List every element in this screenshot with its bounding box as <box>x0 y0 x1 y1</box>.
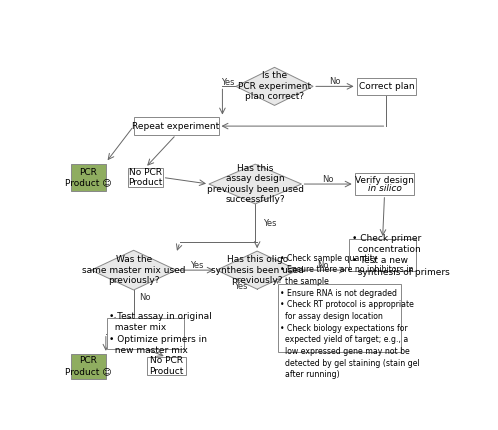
Text: Correct plan: Correct plan <box>359 82 414 91</box>
Text: • Check primer
  concentration
• Test a new
  synthesis of primers: • Check primer concentration • Test a ne… <box>352 233 449 277</box>
Text: Yes: Yes <box>263 219 276 228</box>
FancyBboxPatch shape <box>357 78 416 95</box>
FancyBboxPatch shape <box>277 284 401 352</box>
FancyBboxPatch shape <box>349 239 416 271</box>
Text: Verify design: Verify design <box>355 176 414 184</box>
Text: No: No <box>139 293 151 302</box>
FancyBboxPatch shape <box>71 354 106 378</box>
FancyBboxPatch shape <box>71 164 106 190</box>
Text: Is the
PCR experiment
plan correct?: Is the PCR experiment plan correct? <box>238 71 311 101</box>
FancyBboxPatch shape <box>133 117 219 135</box>
Text: Yes: Yes <box>190 261 203 270</box>
Text: in silico: in silico <box>368 184 401 193</box>
Text: Was the
same master mix used
previously?: Was the same master mix used previously? <box>82 255 185 285</box>
Text: Yes: Yes <box>234 282 248 291</box>
Polygon shape <box>91 250 176 290</box>
Text: PCR
Product ☺: PCR Product ☺ <box>65 168 112 187</box>
Text: Has this oligo
synthesis been used
previously?: Has this oligo synthesis been used previ… <box>211 255 304 285</box>
Text: Yes: Yes <box>222 78 235 87</box>
Text: No: No <box>318 261 329 270</box>
Text: No: No <box>322 175 334 184</box>
Text: • Check sample quantity
• Ensure there are no inhibitors in
  the sample
• Ensur: • Check sample quantity • Ensure there a… <box>280 254 420 379</box>
Text: No: No <box>329 77 341 86</box>
Text: No PCR
Product: No PCR Product <box>149 356 184 376</box>
Polygon shape <box>217 251 298 289</box>
Polygon shape <box>236 68 313 105</box>
FancyBboxPatch shape <box>147 357 186 375</box>
FancyBboxPatch shape <box>107 319 184 349</box>
Text: PCR
Product ☺: PCR Product ☺ <box>65 356 112 376</box>
FancyBboxPatch shape <box>128 168 162 187</box>
FancyBboxPatch shape <box>355 173 414 195</box>
Text: • Test assay in original
  master mix
• Optimize primers in
  new master mix: • Test assay in original master mix • Op… <box>110 312 212 355</box>
Text: No PCR
Product: No PCR Product <box>128 168 162 187</box>
Text: Has this
assay design
previously been used
successfully?: Has this assay design previously been us… <box>207 164 304 204</box>
Polygon shape <box>209 164 302 204</box>
Text: Repeat experiment: Repeat experiment <box>132 122 220 131</box>
